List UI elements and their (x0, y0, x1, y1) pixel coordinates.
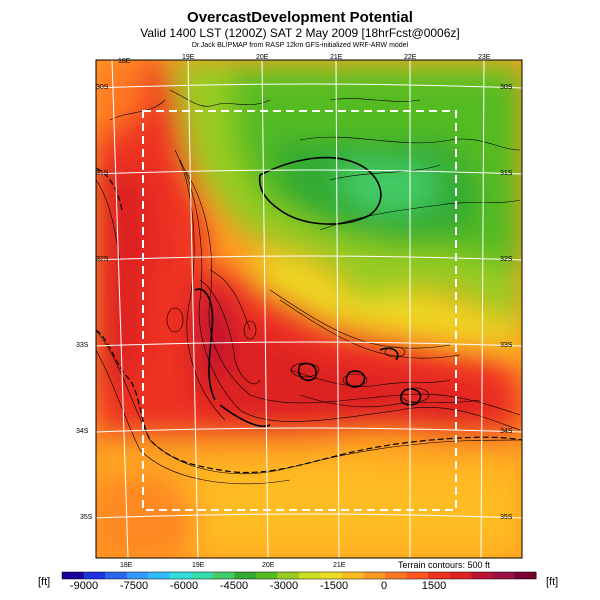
major-contours (194, 156, 422, 427)
lat-label-left: 33S (76, 342, 89, 349)
lon-label-top: 23E (478, 54, 491, 61)
lat-label-left: 30S (96, 84, 109, 91)
map-subtitle: Valid 1400 LST (1200Z) SAT 2 May 2009 [1… (140, 26, 460, 40)
colorbar-tick-label: 1500 (421, 580, 447, 592)
map-credit: Dr.Jack BLIPMAP from RASP 12km GFS-initi… (191, 42, 409, 49)
domain-box (142, 110, 457, 511)
colorbar-swatch (148, 572, 171, 579)
colorbar-tick-label: 0 (380, 580, 388, 592)
lat-label-right: 31S (500, 170, 513, 177)
colorbar-tick-label: -7500 (119, 580, 149, 592)
colorbar-tick-label: -1500 (319, 580, 349, 592)
colorbar-swatch (406, 572, 429, 579)
colorbar-swatch (191, 572, 214, 579)
colorbar-tick-label: -4500 (219, 580, 249, 592)
latlon-grid (96, 60, 522, 558)
lon-label-bottom: 20E (262, 562, 275, 569)
colorbar-swatch (363, 572, 386, 579)
colorbar-swatch (169, 572, 192, 579)
lon-label-top: 18E (118, 58, 131, 65)
colorbar-tick-label: -6000 (169, 580, 199, 592)
lon-label-top: 22E (404, 54, 417, 61)
colorbar-swatch (105, 572, 128, 579)
colorbar-swatch (255, 572, 278, 579)
colorbar-swatch (83, 572, 106, 579)
lat-label-right: 35S (500, 514, 513, 521)
colorbar-swatch (234, 572, 257, 579)
colorbar-swatch (342, 572, 365, 579)
lat-label-right: 30S (500, 84, 513, 91)
unit-label-right: [ft] (546, 576, 559, 588)
lon-label-top: 19E (182, 54, 195, 61)
colorbar-swatch (320, 572, 343, 579)
colorbar (61, 571, 537, 580)
lon-label-top: 20E (256, 54, 269, 61)
colorbar-swatch (299, 572, 322, 579)
colorbar-swatch (62, 572, 85, 579)
unit-label-left: [ft] (38, 576, 51, 588)
colorbar-tick-label: -9000 (69, 580, 99, 592)
lat-label-right: 34S (500, 428, 513, 435)
colorbar-swatch (471, 572, 494, 579)
colorbar-swatch (385, 572, 408, 579)
colorbar-swatch (492, 572, 515, 579)
lat-label-right: 33S (500, 342, 513, 349)
terrain-contours (96, 89, 521, 485)
map-frame (95, 59, 523, 559)
lon-label-bottom: 19E (192, 562, 205, 569)
colorbar-swatch (212, 572, 235, 579)
colorbar-swatch (449, 572, 472, 579)
colorbar-swatch (126, 572, 149, 579)
coastline (96, 329, 522, 474)
lat-label-right: 32S (500, 256, 513, 263)
colorbar-swatch (428, 572, 451, 579)
lat-label-left: 31S (96, 170, 109, 177)
colorbar-swatch (277, 572, 300, 579)
map-title: OvercastDevelopment Potential (187, 9, 413, 26)
lat-label-left: 34S (76, 428, 89, 435)
lat-label-left: 35S (80, 514, 93, 521)
lat-label-left: 32S (96, 256, 109, 263)
lon-label-bottom: 18E (120, 562, 133, 569)
colorbar-tick-label: -3000 (269, 580, 299, 592)
lon-label-top: 21E (330, 54, 343, 61)
lon-label-bottom: 21E (333, 562, 346, 569)
terrain-note: Terrain contours: 500 ft (398, 560, 491, 570)
colorbar-swatch (514, 572, 537, 579)
